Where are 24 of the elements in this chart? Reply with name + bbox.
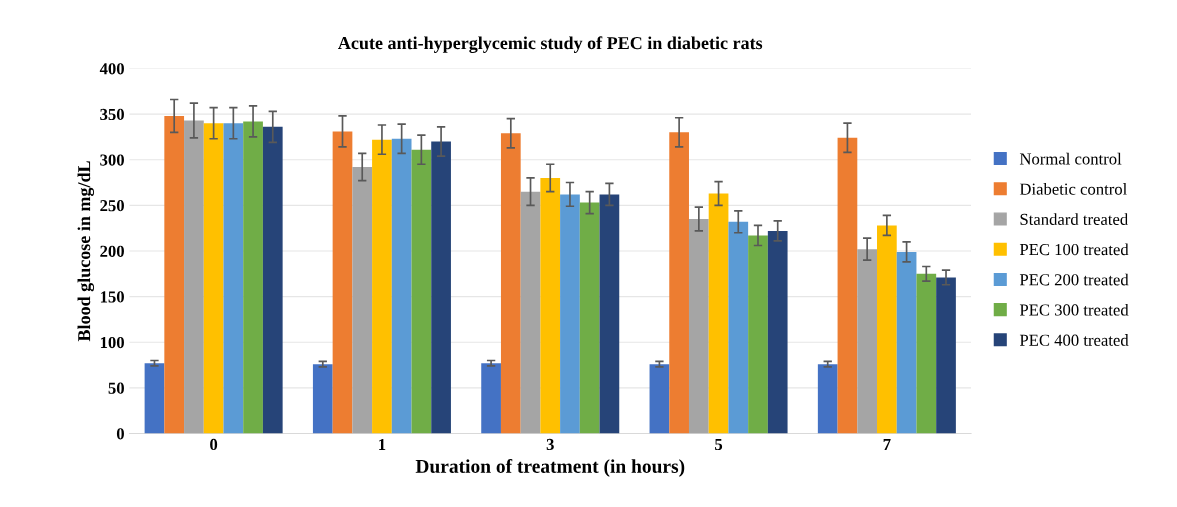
- legend-label: Diabetic control: [1019, 183, 1127, 195]
- legend-label: PEC 400 treated: [1019, 334, 1129, 346]
- legend-label: Normal control: [1019, 152, 1122, 165]
- legend-label: PEC 200 treated: [1019, 273, 1129, 286]
- y-tick-label: 250: [100, 200, 124, 212]
- y-tick-label: 350: [100, 108, 124, 121]
- y-tick-label: 0: [116, 428, 124, 440]
- chart-title: Acute anti-hyperglycemic study of PEC in diabetic rats: [338, 36, 763, 53]
- y-tick-label: 150: [100, 291, 124, 303]
- y-tick-label: 50: [108, 382, 124, 394]
- y-tick-label: 200: [100, 245, 124, 257]
- x-tick-label: 1: [379, 438, 386, 450]
- x-axis-title: Duration of treatment (in hours): [415, 459, 685, 477]
- legend-label: PEC 300 treated: [1019, 303, 1129, 316]
- legend-label: PEC 100 treated: [1019, 243, 1129, 256]
- y-tick-label: 300: [100, 154, 124, 166]
- x-tick-label: 7: [883, 439, 891, 450]
- x-tick-label: 0: [210, 438, 218, 451]
- x-tick-label: 3: [546, 438, 554, 451]
- legend-label: Standard treated: [1020, 213, 1128, 225]
- y-tick-label: 400: [99, 63, 124, 75]
- x-tick-label: 5: [715, 439, 723, 451]
- y-axis-title: Blood glucose in mg/dL: [77, 161, 95, 342]
- y-tick-label: 100: [100, 336, 124, 349]
